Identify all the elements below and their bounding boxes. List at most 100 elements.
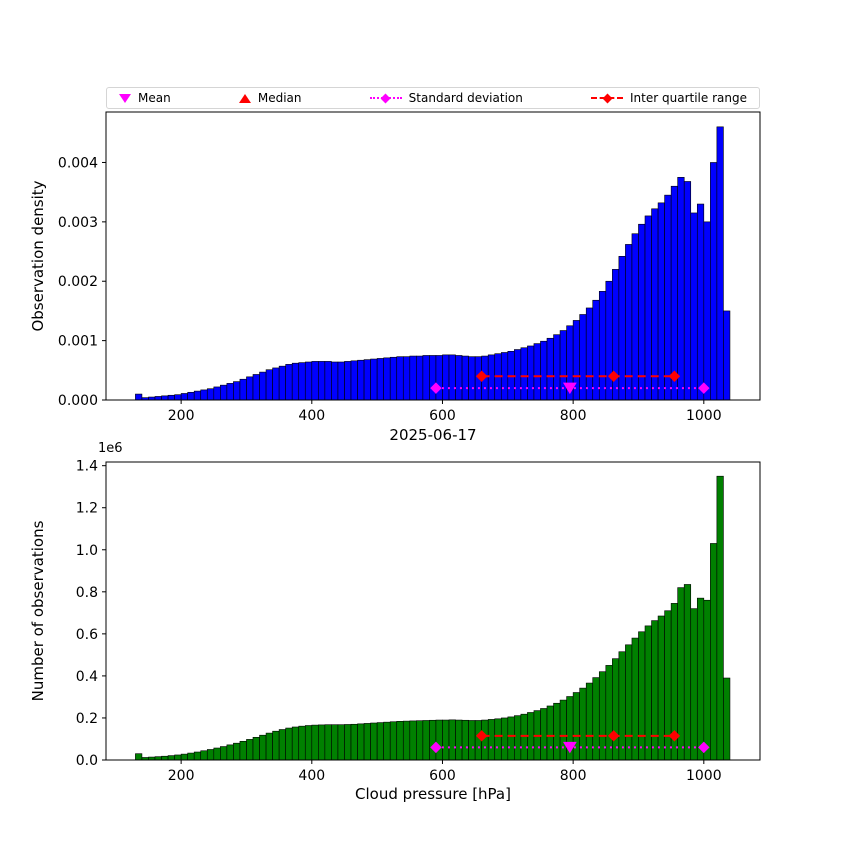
histogram-bar — [233, 381, 241, 401]
histogram-bar — [167, 394, 175, 401]
histogram-bar — [644, 625, 652, 761]
iqr-cap — [668, 370, 681, 382]
histogram-bar — [716, 475, 724, 761]
histogram-bar — [265, 369, 273, 401]
histogram-bar — [409, 720, 417, 761]
histogram-bar — [429, 355, 437, 401]
y-tick-label: 0.0 — [76, 753, 98, 769]
counts-histogram: 0.0 0.2 0.4 0.6 0.8 1.0 1.2 1.4 200 400 600 800 1000 — [76, 459, 761, 784]
histogram-bar — [304, 361, 313, 401]
legend-label-std: Standard deviation — [408, 91, 523, 105]
histogram-bar — [337, 724, 345, 761]
histogram-bar — [638, 223, 646, 401]
histogram-bar — [200, 750, 208, 761]
histogram-bar — [389, 721, 398, 761]
y-tick-label: 1.2 — [76, 501, 98, 517]
ylabel-observations: Number of observations — [29, 520, 47, 702]
legend: Mean Median Standard deviation Inter qua… — [106, 87, 760, 109]
histogram-bar — [618, 255, 626, 401]
histogram-bar — [311, 724, 319, 761]
histogram-bar — [716, 126, 724, 401]
histogram-bar — [135, 393, 143, 401]
histogram-bar — [638, 631, 646, 761]
histogram-bar — [252, 736, 260, 761]
histogram-bar — [154, 756, 162, 761]
legend-item-median: Median — [238, 91, 302, 105]
histogram-bar — [344, 361, 352, 401]
histogram-bar — [187, 752, 195, 761]
histogram-bar — [291, 362, 300, 401]
histogram-bar — [657, 202, 665, 401]
mean-marker — [562, 741, 577, 754]
std-dev-cap — [698, 382, 710, 394]
histogram-bar — [187, 391, 195, 401]
histogram-bar — [422, 355, 430, 401]
histogram-bar — [612, 658, 620, 761]
histogram-bar — [344, 724, 352, 761]
histogram-bar — [383, 721, 391, 761]
histogram-bar — [723, 677, 731, 761]
legend-item-iqr: Inter quartile range — [591, 91, 747, 105]
histogram-bar — [546, 705, 554, 761]
histogram-bar — [167, 755, 175, 761]
histogram-bar — [233, 742, 241, 761]
histogram-bar — [278, 365, 286, 401]
histogram-bar — [193, 390, 202, 401]
histogram-bar — [546, 337, 554, 401]
histogram-bar — [631, 233, 639, 401]
histogram-bar — [135, 753, 143, 761]
y-tick-label: 0.4 — [76, 669, 98, 685]
histogram-bar — [677, 587, 685, 761]
y-tick-label: 0.004 — [58, 155, 98, 171]
histogram-bar — [220, 384, 228, 401]
histogram-bar — [396, 356, 404, 401]
histogram-bar — [448, 354, 456, 401]
histogram-bar — [298, 725, 306, 761]
histogram-bar — [370, 358, 378, 401]
histogram-bar — [402, 720, 411, 761]
density-histogram: 0.000 0.001 0.002 0.003 0.004 200 400 600 800 100… — [58, 111, 761, 424]
histogram-bar — [625, 644, 633, 761]
histogram-bar — [239, 378, 247, 401]
histogram-bar — [278, 729, 286, 761]
y-offset-label: 1e6 — [98, 441, 123, 456]
xlabel: Cloud pressure [hPa] — [355, 785, 511, 803]
iqr-diamond-icon — [602, 93, 612, 103]
median-marker — [607, 370, 620, 382]
histogram-bar — [259, 734, 267, 761]
histogram-bar — [272, 367, 280, 401]
x-tick-label: 800 — [560, 408, 587, 424]
histogram-bar — [370, 722, 378, 761]
iqr-cap — [475, 370, 488, 382]
y-tick-label: 0.001 — [58, 334, 98, 350]
histogram-bar — [605, 280, 613, 401]
histogram-bar — [448, 719, 456, 761]
x-tick-label: 200 — [168, 768, 195, 784]
histogram-bar — [651, 208, 659, 401]
iqr-cap — [668, 730, 681, 742]
histogram-bar — [455, 355, 463, 401]
histogram-bar — [487, 719, 496, 761]
histogram-bar — [180, 753, 188, 761]
histogram-bar — [540, 340, 548, 401]
histogram-bar — [416, 355, 424, 401]
histogram-bar — [226, 383, 234, 401]
histogram-bar — [357, 359, 365, 401]
histogram-bar — [246, 739, 254, 761]
histogram-bar — [298, 362, 306, 401]
histogram-bar — [657, 615, 665, 761]
histogram-bar — [226, 744, 234, 761]
histogram-bar — [213, 747, 221, 761]
x-tick-label: 800 — [560, 768, 587, 784]
histogram-bar — [193, 751, 202, 761]
histogram-bar — [220, 746, 228, 761]
histogram-bar — [690, 608, 698, 761]
histogram-bar — [376, 358, 384, 401]
x-tick-label: 200 — [168, 408, 195, 424]
histogram-bar — [291, 726, 300, 761]
histogram-bar — [514, 715, 522, 761]
x-tick-label: 600 — [429, 768, 456, 784]
histogram-bar — [174, 394, 182, 401]
std-dev-cap — [430, 741, 442, 754]
